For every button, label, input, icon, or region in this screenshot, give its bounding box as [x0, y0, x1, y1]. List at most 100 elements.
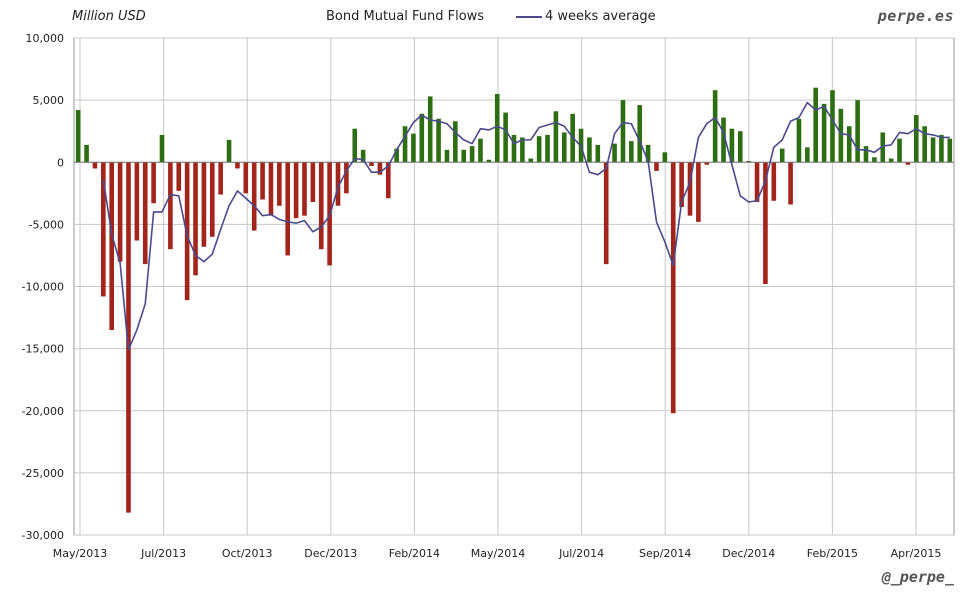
inflow-bar	[587, 137, 592, 163]
outflow-bar	[92, 162, 98, 169]
outflow-bar	[318, 162, 324, 250]
inflow-bar	[427, 96, 433, 163]
inflow-bar	[511, 134, 517, 163]
inflow-bar	[453, 121, 458, 163]
inflow-bar	[888, 158, 894, 163]
four-week-average-line	[102, 101, 950, 351]
outflow-bar	[101, 162, 106, 297]
outflow-bar	[377, 162, 383, 175]
y-tick-label: -25,000	[22, 467, 64, 480]
inflow-bar	[662, 152, 668, 163]
outflow-bar	[385, 162, 391, 199]
inflow-bar	[478, 138, 483, 163]
inflow-bar	[813, 87, 819, 163]
inflow-bar	[612, 143, 617, 163]
inflow-bar	[880, 132, 886, 163]
outflow-bar	[687, 162, 693, 216]
inflow-bar	[821, 103, 827, 163]
inflow-bar	[947, 138, 953, 163]
inflow-bar	[486, 159, 492, 163]
outflow-bar	[696, 162, 701, 222]
x-tick-label: Jul/2013	[140, 547, 186, 560]
inflow-bar	[645, 144, 651, 163]
inflow-bar	[419, 113, 425, 163]
x-tick-label: Sep/2014	[639, 547, 691, 560]
outflow-bar	[151, 162, 156, 204]
y-tick-label: -30,000	[22, 529, 64, 542]
inflow-bar	[553, 111, 559, 163]
site-brand: perpe.es	[877, 7, 954, 25]
legend-label: 4 weeks average	[545, 9, 656, 24]
inflow-bar	[846, 126, 852, 163]
outflow-bar	[176, 162, 182, 191]
outflow-bar	[704, 162, 710, 165]
outflow-bar	[134, 162, 140, 241]
inflow-bar	[830, 90, 835, 163]
inflow-bar	[897, 138, 902, 163]
outflow-bar	[905, 162, 911, 165]
inflow-bar	[469, 146, 475, 163]
outflow-bar	[201, 162, 207, 247]
y-tick-label: 5,000	[33, 94, 65, 107]
inflow-bar	[352, 128, 358, 163]
outflow-bar	[603, 162, 609, 265]
outflow-bar	[193, 162, 198, 276]
outflow-bar	[335, 162, 341, 206]
inflow-bar	[84, 144, 89, 163]
outflow-bar	[369, 162, 374, 166]
y-tick-label: 0	[57, 156, 64, 169]
inflow-bar	[922, 126, 927, 163]
x-tick-label: Dec/2014	[722, 547, 775, 560]
inflow-bar	[855, 100, 860, 163]
inflow-bar	[620, 100, 626, 163]
inflow-bar	[545, 134, 550, 163]
inflow-bar	[520, 137, 525, 163]
outflow-bar	[679, 162, 684, 207]
inflow-bar	[494, 93, 500, 163]
inflow-bar	[863, 146, 869, 163]
outflow-bar	[168, 162, 173, 250]
inflow-bar	[737, 131, 743, 163]
outflow-bar	[243, 162, 249, 194]
inflow-bar	[394, 148, 399, 163]
x-tick-label: Feb/2015	[807, 547, 858, 560]
y-tick-label: -15,000	[22, 343, 64, 356]
inflow-bar	[913, 115, 919, 163]
author-handle: @_perpe_	[881, 568, 954, 586]
outflow-bar	[109, 162, 115, 330]
inflow-bar	[75, 110, 81, 163]
outflow-bar	[268, 162, 274, 216]
inflow-bar	[939, 134, 944, 163]
outflow-bar	[117, 162, 123, 262]
x-tick-label: Dec/2013	[304, 547, 357, 560]
outflow-bar	[218, 162, 223, 195]
x-tick-label: Oct/2013	[222, 547, 273, 560]
x-tick-label: May/2014	[471, 547, 525, 560]
outflow-bar	[293, 162, 299, 219]
outflow-bar	[302, 162, 307, 216]
y-axis-unit-label: Million USD	[72, 9, 146, 24]
inflow-bar	[444, 149, 450, 163]
inflow-bar	[729, 128, 735, 163]
inflow-bar	[779, 148, 785, 163]
inflow-bar	[595, 144, 601, 163]
inflow-bar	[528, 158, 534, 163]
outflow-bar	[251, 162, 257, 231]
inflow-bar	[411, 133, 416, 163]
inflow-bar	[461, 149, 467, 163]
outflow-bar	[344, 162, 349, 194]
x-tick-label: Jul/2014	[558, 547, 604, 560]
inflow-bar	[721, 117, 726, 163]
outflow-bar	[277, 162, 282, 206]
outflow-bar	[126, 162, 131, 513]
outflow-bar	[754, 162, 760, 203]
x-tick-label: Apr/2015	[891, 547, 942, 560]
inflow-bar	[436, 118, 441, 163]
x-tick-label: May/2013	[53, 547, 107, 560]
chart-title: Bond Mutual Fund Flows	[326, 9, 485, 24]
y-tick-label: -10,000	[22, 281, 64, 294]
y-tick-label: -5,000	[29, 218, 64, 231]
inflow-bar	[796, 118, 802, 163]
outflow-bar	[184, 162, 190, 301]
